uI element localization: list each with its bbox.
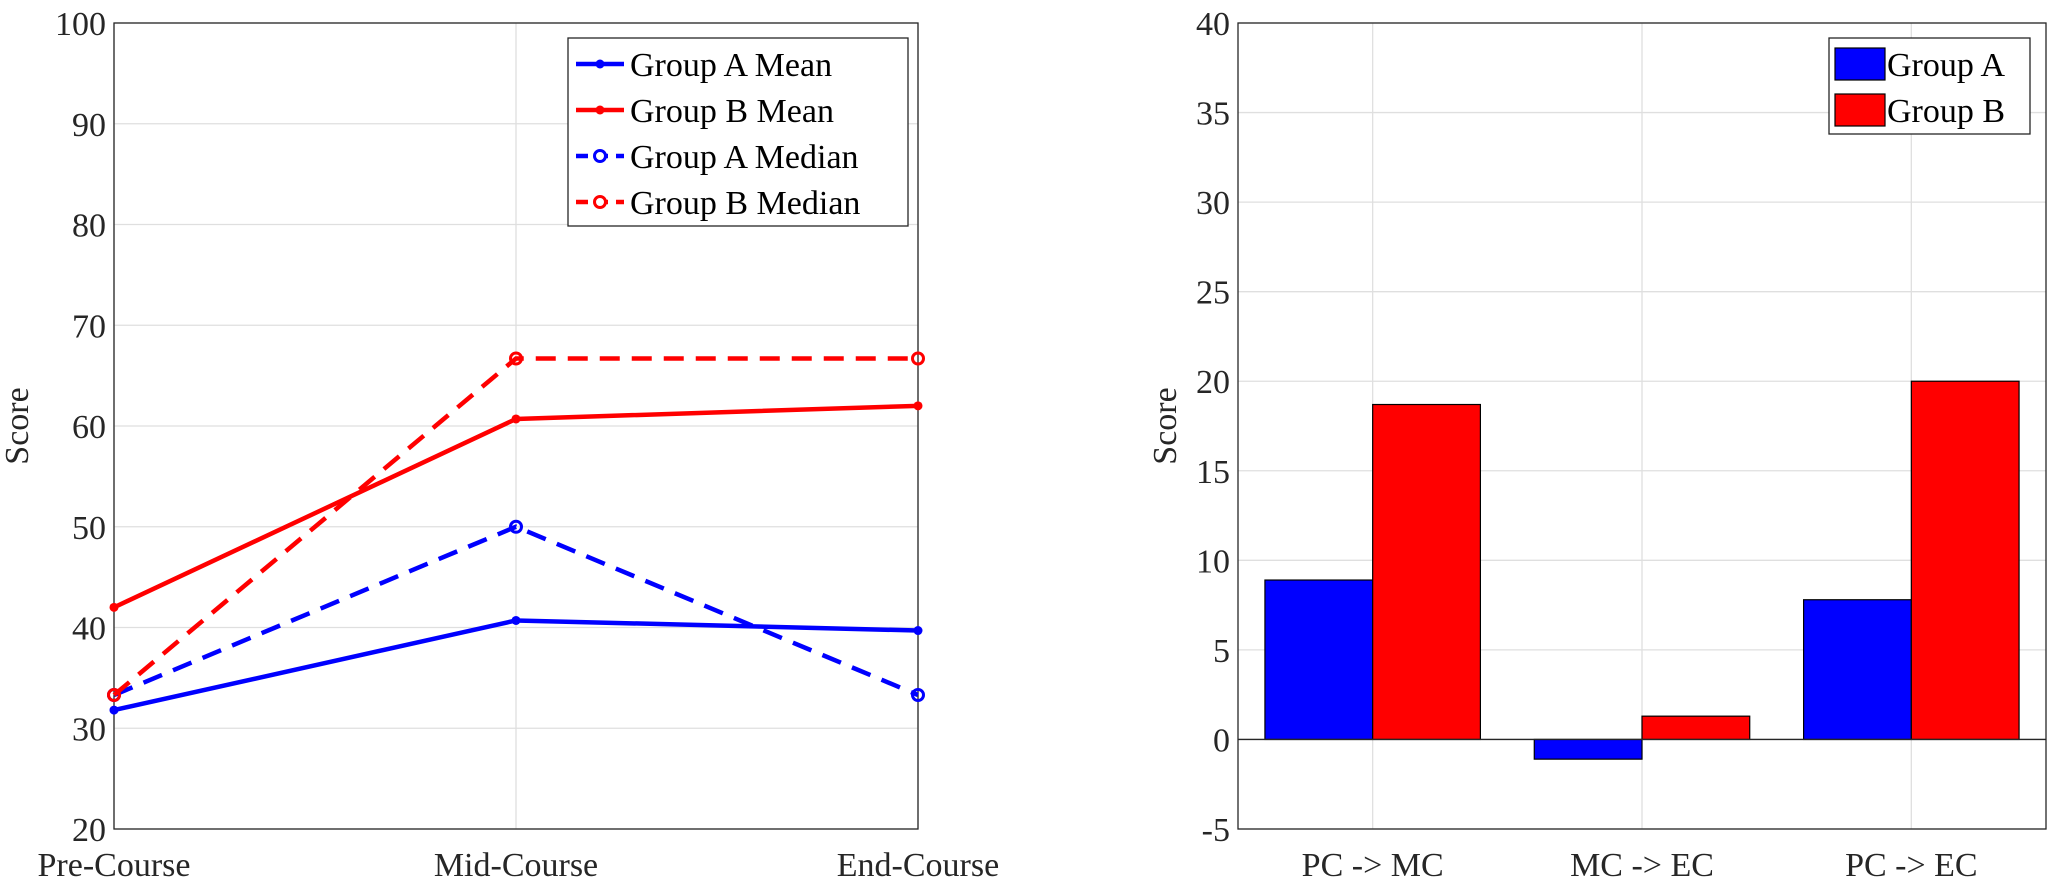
- data-point: [913, 401, 923, 411]
- y-tick-label: -5: [1202, 812, 1230, 849]
- data-point: [109, 602, 119, 612]
- legend-box: [567, 37, 909, 227]
- y-tick-label: 0: [1213, 722, 1230, 759]
- y-tick-label: 20: [72, 812, 106, 849]
- line-chart-panel: 20 30 40 50 60 70 80 90 100 Pre-Course Mid-Course E…: [0, 6, 999, 884]
- bar-group-b: [1641, 715, 1751, 741]
- y-axis-label: Score: [1147, 387, 1184, 464]
- x-tick-label: PC -> MC: [1302, 847, 1444, 884]
- data-point: [911, 688, 925, 703]
- y-tick-label: 30: [72, 711, 106, 748]
- legend-marker: [595, 105, 605, 115]
- data-point: [107, 688, 121, 703]
- plot-frame: [1237, 22, 2047, 830]
- x-tick-label: Pre-Course: [38, 847, 191, 884]
- y-tick-label: 50: [72, 510, 106, 547]
- y-tick-label: 15: [1196, 454, 1230, 491]
- y-tick-label: 80: [72, 208, 106, 245]
- legend-entry: Group B: [1887, 93, 2005, 130]
- data-point: [511, 414, 521, 424]
- y-tick-label: 10: [1196, 543, 1230, 580]
- x-tick-label: End-Course: [837, 847, 999, 884]
- data-point: [109, 705, 119, 715]
- legend-marker: [595, 59, 605, 69]
- legend-swatch: [1834, 93, 1886, 127]
- y-tick-label: 30: [1196, 185, 1230, 222]
- legend: Group A Group B: [1828, 37, 2031, 135]
- series-line-group-b-median: [112, 356, 918, 697]
- bar-group-a: [1533, 738, 1643, 760]
- series-line-group-a-median: [113, 524, 919, 698]
- x-tick-label: MC -> EC: [1570, 847, 1714, 884]
- y-tick-label: 100: [55, 6, 106, 43]
- y-tick-label: 20: [1196, 364, 1230, 401]
- y-tick-label: 35: [1196, 96, 1230, 133]
- legend-entry: Group B Mean: [630, 93, 834, 130]
- y-axis-label: Score: [0, 387, 36, 464]
- data-point: [913, 626, 923, 636]
- y-tick-label: 25: [1196, 275, 1230, 312]
- y-tick-label: 5: [1213, 633, 1230, 670]
- legend-entry: Group A: [1887, 47, 2006, 84]
- y-tick-label: 40: [72, 611, 106, 648]
- x-tick-label: Mid-Course: [434, 847, 598, 884]
- data-point: [509, 351, 523, 366]
- legend-marker: [593, 195, 607, 209]
- y-tick-label: 90: [72, 107, 106, 144]
- legend-entry: Group A Mean: [630, 47, 832, 84]
- bar-group-b: [1910, 380, 2020, 741]
- bar-chart-panel: -5 0 5 10 15 20 25 30 35 40 PC -> MC MC -> EC PC -> …: [1147, 6, 2047, 884]
- data-point: [509, 519, 523, 534]
- data-point: [911, 351, 925, 366]
- legend: Group A Mean Group B Mean Group A Median Gr…: [567, 37, 909, 227]
- x-tick-label: PC -> EC: [1845, 847, 1978, 884]
- bar-group-a: [1264, 579, 1374, 741]
- y-tick-label: 60: [72, 409, 106, 446]
- bar-group-a: [1802, 599, 1912, 741]
- bar-group-b: [1372, 403, 1481, 741]
- plot-frame: [113, 22, 919, 830]
- legend-marker: [593, 149, 607, 163]
- legend-swatch: [1834, 47, 1886, 81]
- y-tick-label: 70: [72, 308, 106, 345]
- legend-entry: Group A Median: [630, 139, 859, 176]
- y-tick-label: 40: [1196, 6, 1230, 43]
- legend-entry: Group B Median: [630, 185, 860, 222]
- data-point: [511, 615, 521, 625]
